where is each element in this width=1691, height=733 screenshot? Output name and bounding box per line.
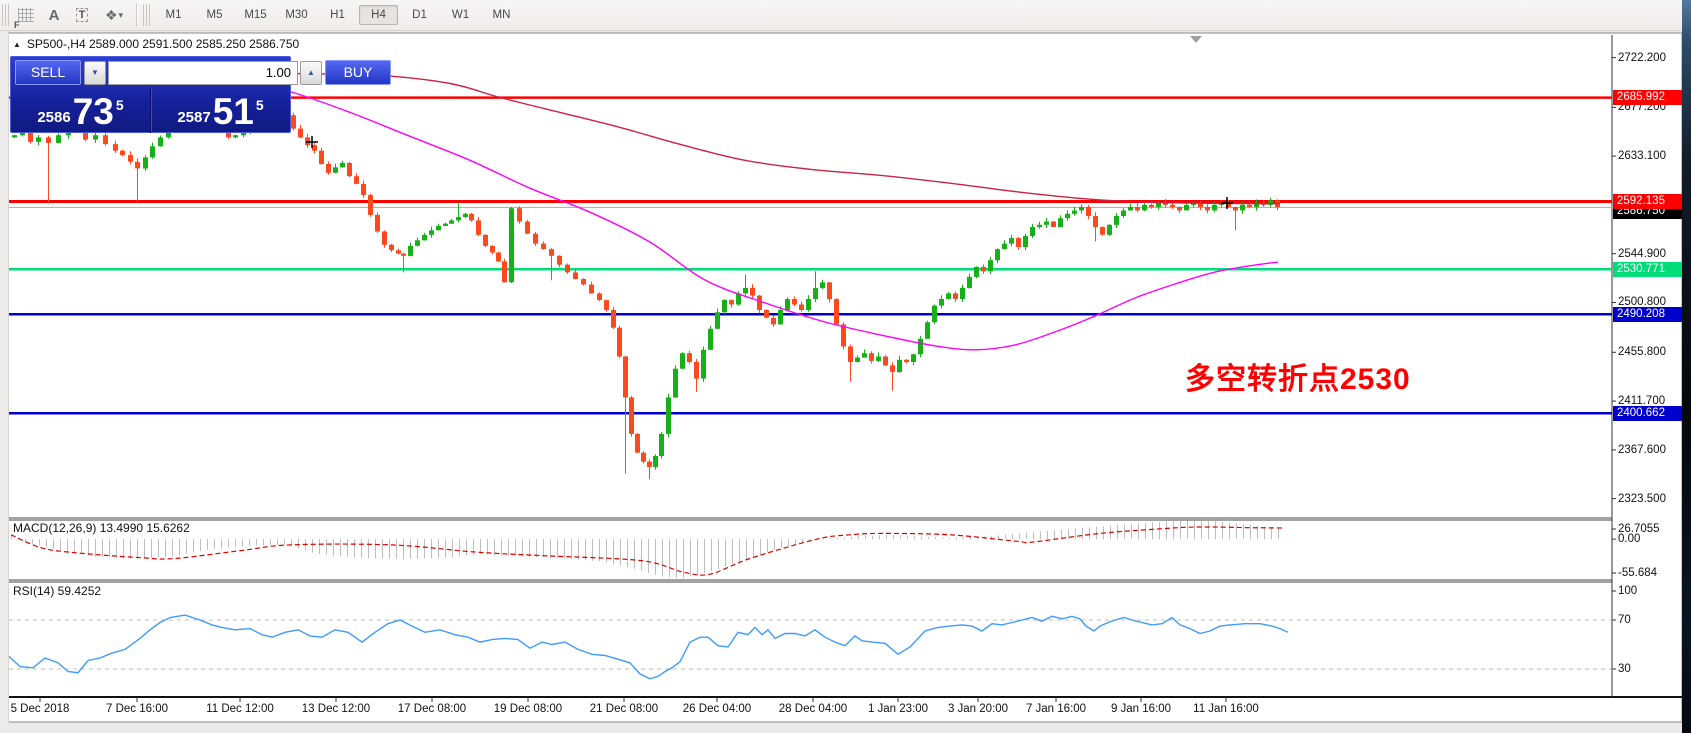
macd-signal-line	[10, 526, 1284, 576]
rsi-axis-label: 70	[1618, 614, 1631, 626]
y-axis-label: 2323.500	[1618, 492, 1666, 505]
x-axis-label: 3 Jan 20:00	[947, 703, 1009, 715]
x-axis-label: 7 Dec 16:00	[105, 703, 169, 715]
timeframe-button-m5[interactable]: M5	[206, 9, 223, 21]
x-axis-label: 17 Dec 08:00	[397, 703, 467, 715]
buy-price[interactable]: 2587 51 5	[177, 91, 264, 132]
volume-up-button[interactable]: ▲	[300, 60, 322, 85]
left-gutter	[0, 30, 9, 733]
level-price-badge: 2400.662	[1613, 405, 1682, 421]
level-price-badge: 2490.208	[1613, 306, 1682, 322]
desktop-strip	[1682, 0, 1691, 733]
x-axis-label: 19 Dec 08:00	[493, 703, 563, 715]
shapes-icon[interactable]: ❖ ▾	[104, 6, 124, 23]
level-price-badge: 2685.992	[1613, 90, 1682, 106]
fibonacci-letter: F	[14, 20, 20, 30]
fibonacci-grid-glyph	[18, 8, 34, 22]
rsi-label: RSI(14) 59.4252	[13, 584, 102, 598]
macd-axis-label: -55.684	[1618, 567, 1658, 579]
timeframe-button-m15[interactable]: M15	[244, 9, 267, 21]
ma-slow-line	[239, 70, 1281, 205]
chart-annotation-text: 多空转折点2530	[1185, 363, 1411, 396]
toolbar-grip[interactable]	[2, 4, 9, 26]
toolbar-separator	[136, 3, 137, 27]
rsi-axis-label: 100	[1618, 585, 1638, 597]
x-axis-label: 11 Dec 12:00	[206, 703, 274, 715]
x-axis-label: 7 Jan 16:00	[1025, 703, 1087, 715]
timeframe-button-mn[interactable]: MN	[492, 9, 511, 21]
macd-label: MACD(12,26,9) 13.4990 15.6262	[13, 521, 190, 535]
x-axis-label: 28 Dec 04:00	[778, 703, 848, 715]
level-price-badge: 2530.771	[1613, 261, 1682, 277]
top-toolbar: F A T ❖ ▾ M1 M5 M15 M30 H1 H4 D1 W1 MN	[0, 0, 1682, 31]
trade-panel-top-row: SELL ▼ ▲ BUY	[11, 57, 391, 87]
timeframe-button-h4[interactable]: H4	[359, 5, 398, 25]
timeframe-button-m30[interactable]: M30	[285, 9, 308, 21]
timeframe-button-m1[interactable]: M1	[165, 9, 182, 21]
volume-down-button[interactable]: ▼	[84, 60, 106, 85]
rsi-line	[9, 614, 1289, 680]
sell-price[interactable]: 2586 73 5	[11, 87, 151, 133]
status-bar	[0, 723, 1682, 733]
y-axis-label: 2633.100	[1618, 150, 1666, 163]
x-axis-label: 5 Dec 2018	[10, 703, 70, 715]
toolbar-grip[interactable]	[143, 4, 150, 26]
x-axis-label: 26 Dec 04:00	[682, 703, 752, 715]
one-click-trading-panel: SELL ▼ ▲ BUY 2586 73 5 2587 51 5	[10, 56, 391, 133]
timeframe-button-h1[interactable]: H1	[330, 9, 345, 21]
y-axis-label: 2367.600	[1618, 443, 1666, 456]
macd-axis-label: 0.00	[1618, 533, 1641, 546]
symbol-marker-icon: ▲	[13, 39, 21, 49]
trade-panel-prices: 2586 73 5 2587 51 5	[11, 87, 290, 133]
y-axis-label: 2411.700	[1618, 395, 1666, 408]
timeframe-button-w1[interactable]: W1	[451, 9, 470, 21]
text-icon[interactable]: A	[48, 6, 60, 24]
x-axis-label: 21 Dec 08:00	[589, 703, 659, 715]
volume-stepper: ▼ ▲	[84, 60, 322, 85]
timeframe-group: M1 M5 M15 M30 H1 H4 D1 W1 MN	[153, 5, 522, 25]
x-axis-label: 1 Jan 23:00	[867, 703, 929, 715]
ma-fast-line	[239, 79, 1279, 351]
chart-shift-marker[interactable]	[1190, 36, 1202, 43]
chevron-down-icon: ▾	[118, 9, 124, 20]
sell-button[interactable]: SELL	[15, 60, 81, 85]
y-axis-label: 2544.900	[1618, 247, 1666, 260]
y-axis-label: 2455.800	[1618, 346, 1666, 359]
fibonacci-icon[interactable]: F	[12, 2, 40, 30]
x-axis-label: 11 Jan 16:00	[1193, 703, 1259, 715]
level-price-badge: 2592.135	[1613, 193, 1682, 209]
volume-input[interactable]	[108, 60, 298, 85]
timeframe-button-d1[interactable]: D1	[412, 9, 427, 21]
chart-title: ▲ SP500-,H4 2589.000 2591.500 2585.250 2…	[13, 37, 299, 51]
symbol-ohlc-text: SP500-,H4 2589.000 2591.500 2585.250 258…	[26, 37, 300, 51]
x-axis-label: 9 Jan 16:00	[1110, 703, 1172, 715]
label-icon[interactable]: T	[68, 2, 96, 28]
rsi-axis-label: 30	[1618, 663, 1631, 676]
macd-axis-label: 26.7055	[1618, 523, 1660, 535]
y-axis-label: 2500.800	[1618, 296, 1666, 309]
y-axis-label: 2722.200	[1618, 51, 1666, 64]
buy-button[interactable]: BUY	[325, 60, 391, 85]
x-axis-label: 13 Dec 12:00	[301, 703, 371, 715]
